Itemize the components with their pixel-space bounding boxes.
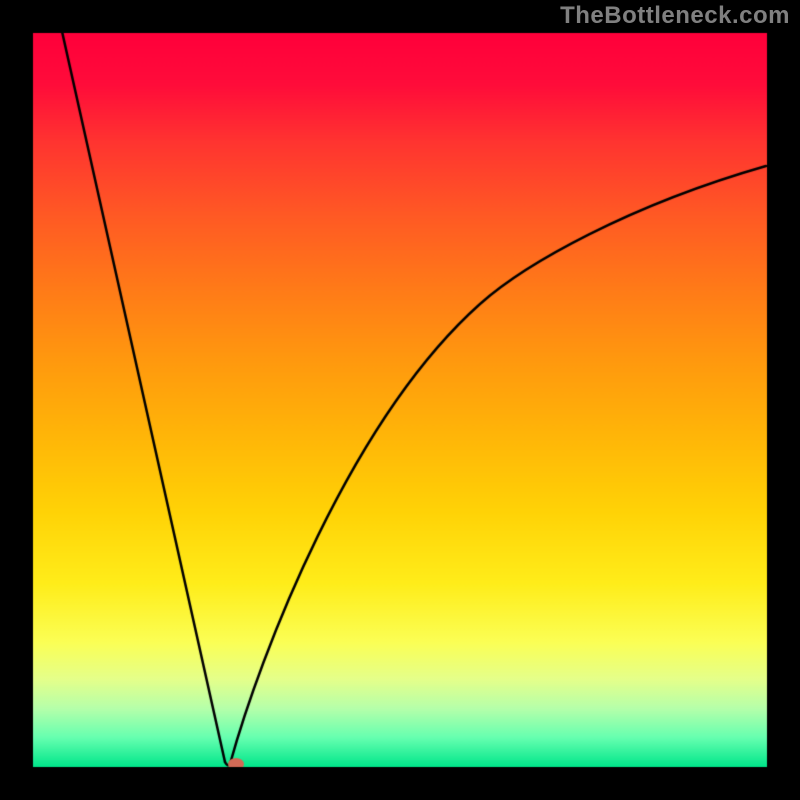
chart-container: TheBottleneck.com xyxy=(0,0,800,800)
bottleneck-curve-chart xyxy=(0,0,800,800)
watermark-text: TheBottleneck.com xyxy=(560,2,790,30)
